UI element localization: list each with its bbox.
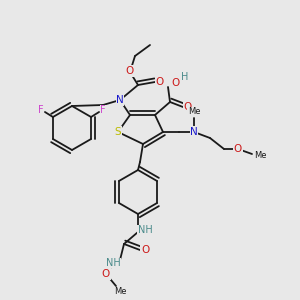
- Text: O: O: [141, 245, 149, 255]
- Text: N: N: [190, 127, 198, 137]
- Text: Me: Me: [254, 152, 266, 160]
- Text: O: O: [156, 77, 164, 87]
- Text: NH: NH: [106, 258, 120, 268]
- Text: O: O: [102, 269, 110, 279]
- Text: NH: NH: [138, 225, 152, 235]
- Text: Me: Me: [188, 107, 200, 116]
- Text: F: F: [38, 105, 44, 115]
- Text: S: S: [115, 127, 121, 137]
- Text: F: F: [100, 105, 106, 115]
- Text: H: H: [181, 72, 189, 82]
- Text: O: O: [171, 78, 179, 88]
- Text: N: N: [116, 95, 124, 105]
- Text: O: O: [234, 144, 242, 154]
- Text: O: O: [126, 66, 134, 76]
- Text: O: O: [184, 102, 192, 112]
- Text: Me: Me: [114, 287, 126, 296]
